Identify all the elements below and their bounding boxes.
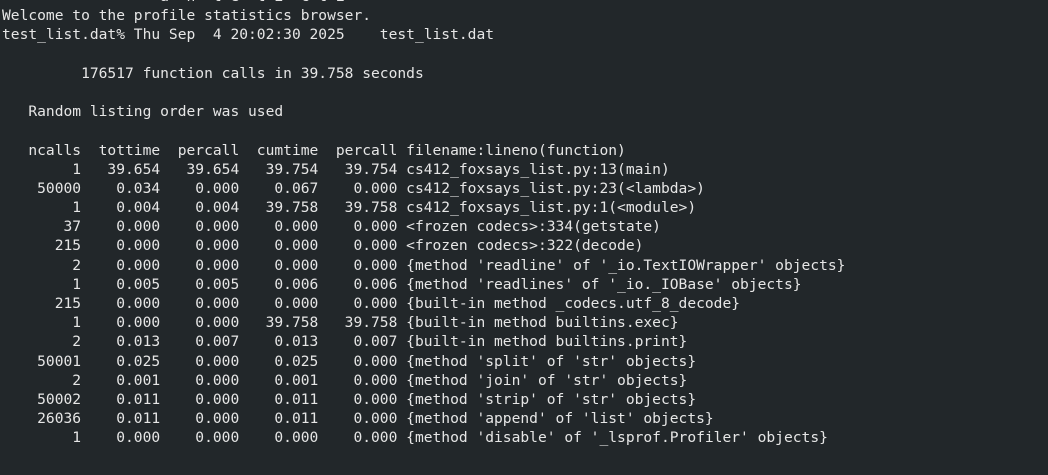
spacer-line — [2, 121, 1048, 140]
prompt-line: test_list.dat% Thu Sep 4 20:02:30 2025 t… — [2, 26, 495, 44]
stats-table-row: 1 0.000 0.000 39.758 39.758 {built-in me… — [2, 314, 679, 332]
stats-table-row: 1 0.005 0.005 0.006 0.006 {method 'readl… — [2, 275, 802, 293]
stats-table-row: 26036 0.011 0.000 0.011 0.000 {method 'a… — [2, 410, 714, 428]
stats-table-row: 2 0.013 0.007 0.013 0.007 {built-in meth… — [2, 333, 688, 351]
stats-table-body: 1 39.654 39.654 39.754 39.754 cs412_foxs… — [2, 160, 1048, 448]
stats-table-row: 215 0.000 0.000 0.000 0.000 <frozen code… — [2, 237, 644, 255]
stats-table-row: 1 39.654 39.654 39.754 39.754 cs412_foxs… — [2, 160, 670, 178]
stats-table-row: 50002 0.011 0.000 0.011 0.000 {method 's… — [2, 390, 697, 408]
stats-table-row: 1 0.000 0.000 0.000 0.000 {method 'disab… — [2, 429, 828, 447]
stats-table-row: 2 0.000 0.000 0.000 0.000 {method 'readl… — [2, 256, 846, 274]
stats-table-row: 50000 0.034 0.000 0.067 0.000 cs412_foxs… — [2, 179, 705, 197]
stats-table-row: 1 0.004 0.004 39.758 39.758 cs412_foxsay… — [2, 199, 697, 217]
summary-function-calls: 176517 function calls in 39.758 seconds — [2, 64, 424, 82]
listing-order-notice: Random listing order was used — [2, 103, 284, 121]
stats-table-row: 37 0.000 0.000 0.000 0.000 <frozen codec… — [2, 218, 661, 236]
spacer-line — [2, 45, 1048, 64]
stats-table-row: 50001 0.025 0.000 0.025 0.000 {method 's… — [2, 352, 697, 370]
stats-table-row: 2 0.001 0.000 0.001 0.000 {method 'join'… — [2, 371, 688, 389]
clipped-scrollback-line: a n t e t i c t i — [2, 0, 1048, 6]
welcome-message: Welcome to the profile statistics browse… — [2, 7, 372, 25]
stats-table-row: 215 0.000 0.000 0.000 0.000 {built-in me… — [2, 295, 741, 312]
spacer-line — [2, 83, 1048, 102]
terminal-scrollback: a n t e t i c t i Welcome to the profile… — [2, 0, 1048, 448]
stats-table-header: ncalls tottime percall cumtime percall f… — [2, 141, 626, 159]
